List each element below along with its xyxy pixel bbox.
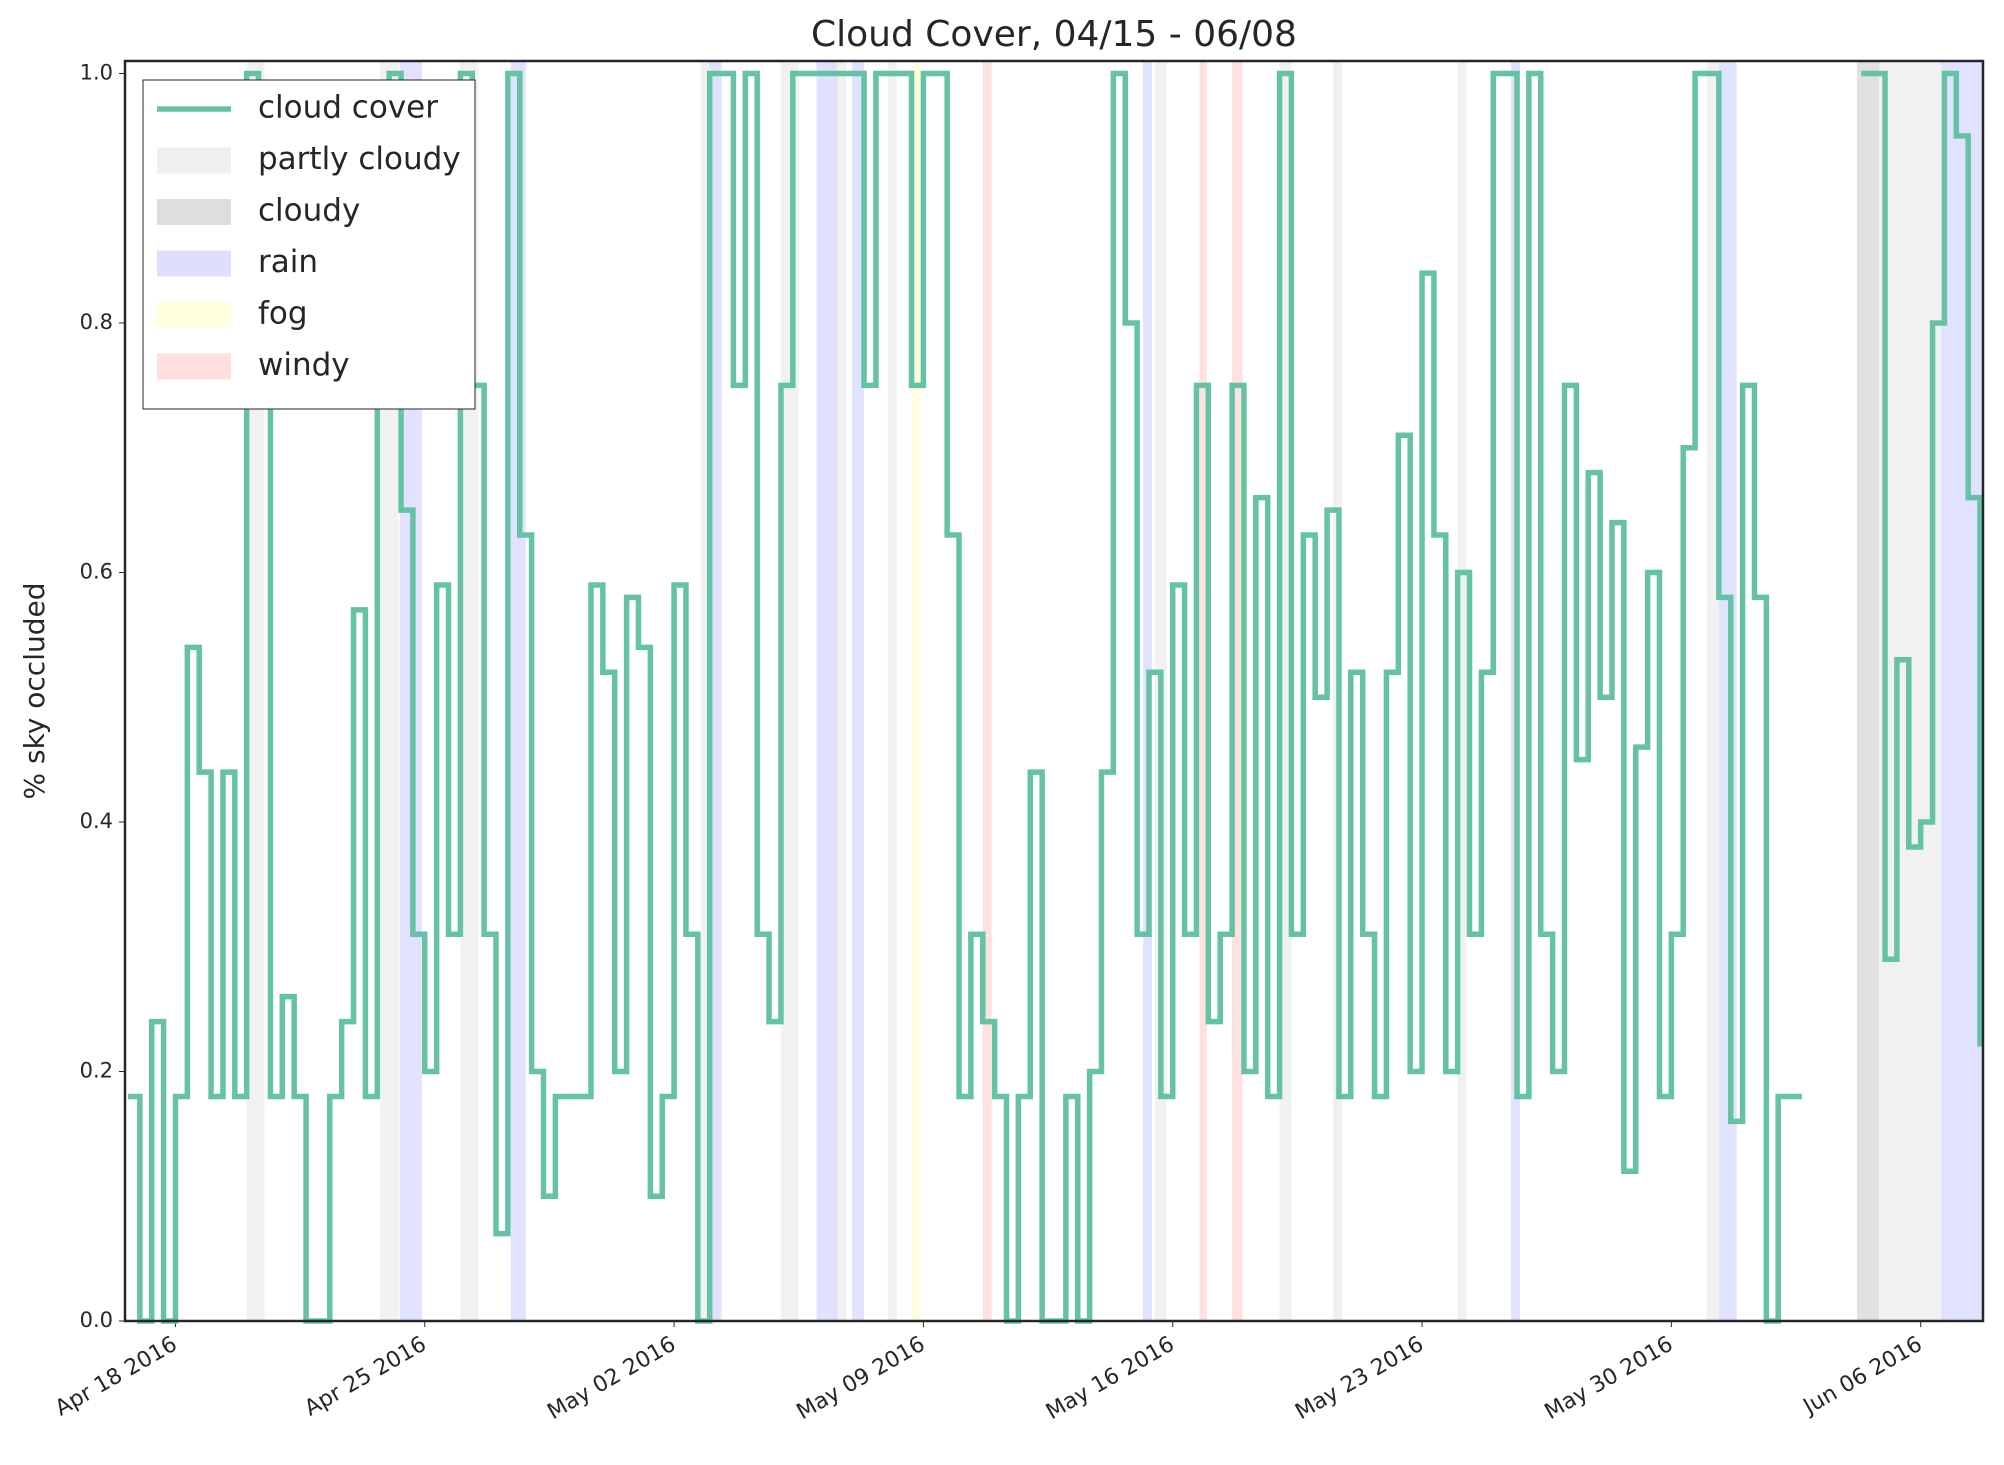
weather-span — [1706, 61, 1719, 1321]
legend-swatch — [157, 147, 231, 174]
x-tick-label: Apr 25 2016 — [300, 1332, 430, 1422]
weather-span — [1199, 61, 1207, 1321]
x-tick-label: May 16 2016 — [1042, 1332, 1179, 1425]
x-tick-label: May 02 2016 — [543, 1332, 680, 1425]
legend-swatch — [157, 250, 231, 277]
x-tick-label: May 30 2016 — [1541, 1332, 1678, 1425]
plot-frame — [123, 59, 1985, 1323]
y-tick-label: 0.8 — [80, 310, 113, 334]
weather-span — [1941, 61, 1983, 1321]
y-axis-label: % sky occluded — [18, 583, 51, 800]
weather-span — [911, 61, 921, 1321]
y-tick-label: 0.4 — [80, 809, 113, 833]
y-tick-label: 1.0 — [80, 60, 113, 84]
legend-label: cloud cover — [258, 90, 438, 126]
x-tick-label: Apr 18 2016 — [51, 1332, 181, 1422]
x-tick-label: Jun 06 2016 — [1798, 1332, 1927, 1421]
weather-span — [852, 61, 865, 1321]
weather-span — [816, 61, 838, 1321]
chart-title: Cloud Cover, 04/15 - 06/08 — [811, 14, 1297, 55]
y-tick-label: 0.2 — [80, 1058, 113, 1082]
weather-span — [1457, 61, 1467, 1321]
weather-span — [1279, 61, 1292, 1321]
legend-label: fog — [258, 296, 308, 332]
legend-swatch — [157, 353, 231, 380]
weather-span — [1232, 61, 1243, 1321]
legend-swatch — [157, 199, 231, 225]
y-tick-label: 0.6 — [80, 559, 113, 583]
weather-span — [887, 61, 897, 1321]
x-tick-label: May 09 2016 — [793, 1332, 930, 1425]
legend-label: partly cloudy — [258, 141, 461, 177]
weather-span — [709, 61, 722, 1321]
legend-label: windy — [258, 347, 350, 383]
x-tick-label: May 23 2016 — [1291, 1332, 1428, 1425]
y-tick-label: 0.0 — [80, 1308, 113, 1332]
legend-swatch — [157, 302, 231, 328]
legend-label: rain — [258, 244, 318, 280]
weather-span — [982, 61, 992, 1321]
legend-label: cloudy — [258, 193, 360, 229]
weather-span — [1856, 61, 1880, 1321]
